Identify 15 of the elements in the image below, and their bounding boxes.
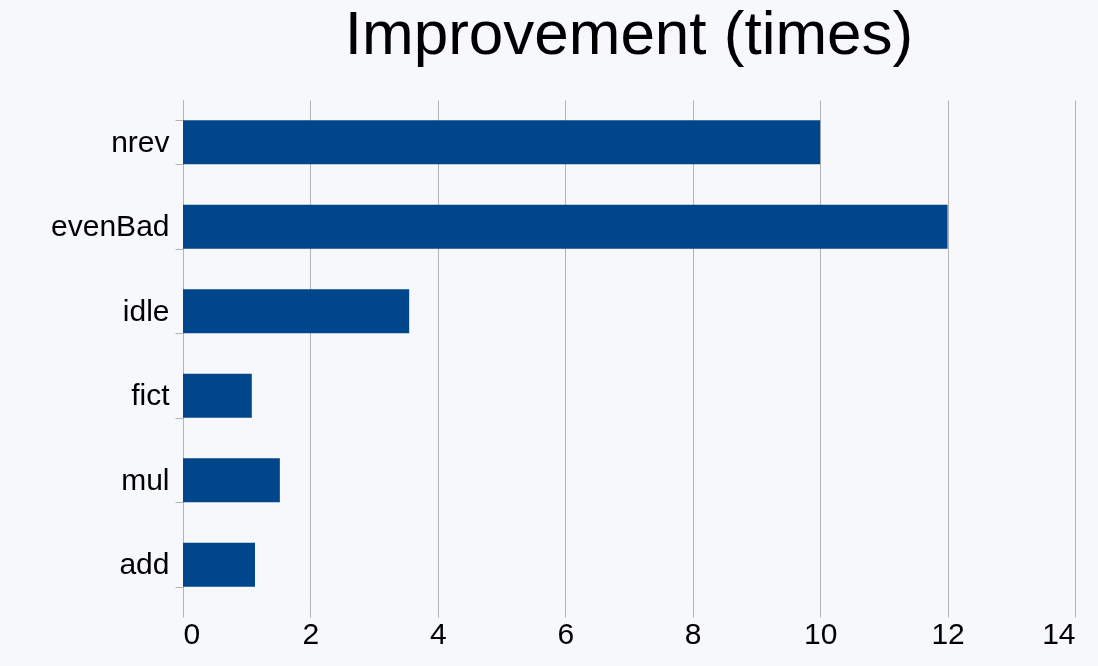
x-tick-label: 12 xyxy=(931,616,965,650)
x-tick-label: 14 xyxy=(1042,616,1076,650)
y-tick-label: mul xyxy=(121,462,170,496)
y-tick-label: add xyxy=(119,547,170,581)
x-tick-label: 6 xyxy=(557,616,575,650)
x-tick-label: 4 xyxy=(430,616,447,650)
x-tick-label: 10 xyxy=(803,616,838,650)
y-tick-label: fict xyxy=(131,378,171,412)
x-tick-label: 2 xyxy=(302,616,320,650)
chart-title: Improvement (times) xyxy=(344,0,914,67)
y-tick-label: idle xyxy=(122,293,170,327)
y-tick-label: nrev xyxy=(111,124,170,158)
x-tick-label: 8 xyxy=(684,616,702,650)
y-tick-label: evenBad xyxy=(51,209,170,243)
x-tick-label: 0 xyxy=(183,616,201,650)
